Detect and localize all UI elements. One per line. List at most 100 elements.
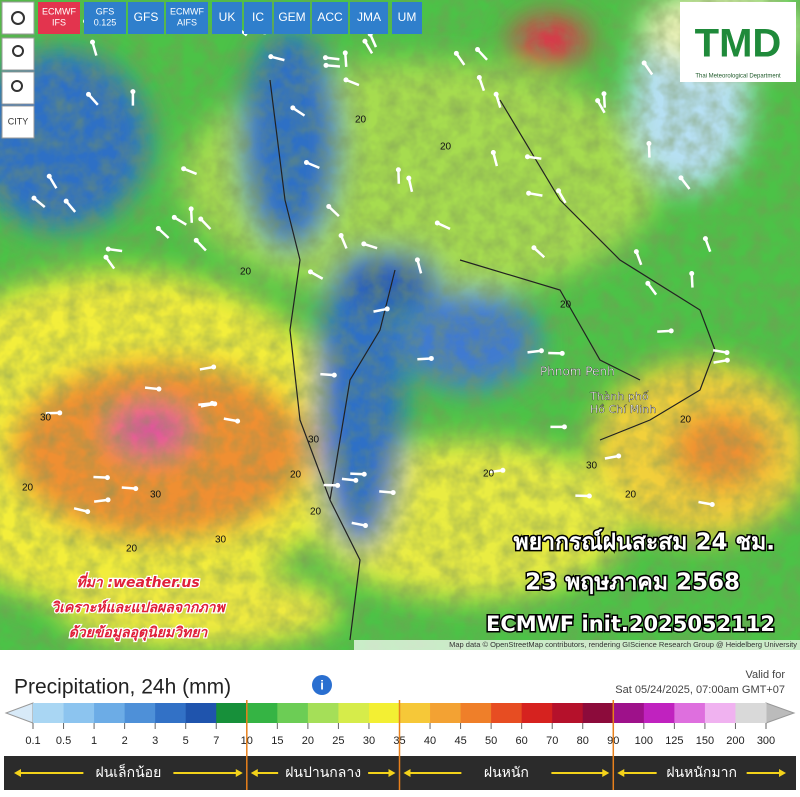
scale-cell bbox=[430, 703, 461, 723]
contour-label: 20 bbox=[483, 469, 495, 480]
wind-arrow-head bbox=[362, 39, 367, 44]
wind-arrow-head bbox=[268, 54, 273, 59]
wind-arrow-head bbox=[539, 348, 544, 353]
wind-arrow-head bbox=[194, 238, 199, 243]
model-label: GFS bbox=[96, 6, 115, 16]
wind-arrow-head bbox=[669, 328, 674, 333]
model-label: GFS bbox=[134, 10, 159, 24]
wind-arrow-head bbox=[304, 160, 309, 165]
place-label: Phnom Penh bbox=[540, 365, 615, 379]
scale-cell bbox=[94, 703, 125, 723]
wind-arrow-head bbox=[646, 141, 651, 146]
scale-cell bbox=[369, 703, 400, 723]
scale-cell bbox=[400, 703, 431, 723]
wind-arrow-head bbox=[133, 486, 138, 491]
scale-label: 20 bbox=[302, 735, 314, 747]
wind-arrow-head bbox=[475, 47, 480, 52]
model-label: IC bbox=[252, 10, 264, 24]
location-button[interactable] bbox=[2, 38, 34, 70]
wind-arrow-head bbox=[678, 175, 683, 180]
category-label: ฝนเล็กน้อย bbox=[95, 763, 161, 781]
scale-label: 15 bbox=[271, 735, 283, 747]
scale-label: 1 bbox=[91, 735, 97, 747]
contour-label: 30 bbox=[586, 461, 598, 472]
scale-cell bbox=[33, 703, 64, 723]
scale-label: 200 bbox=[726, 735, 744, 747]
wind-arrow-head bbox=[363, 523, 368, 528]
wind-arrow-head bbox=[361, 241, 366, 246]
wind-arrow-head bbox=[556, 188, 561, 193]
source: ด้วยข้อมูลอุตุนิยมวิทยา bbox=[69, 625, 209, 641]
contour-label: 20 bbox=[560, 300, 572, 311]
wind-arrow-head bbox=[130, 89, 135, 94]
scale-cell bbox=[674, 703, 705, 723]
contour-label: 20 bbox=[126, 544, 138, 555]
wind-arrow-head bbox=[454, 51, 459, 56]
model-label: AIFS bbox=[177, 17, 197, 27]
wind-arrow-head bbox=[198, 216, 203, 221]
scale-cell bbox=[277, 703, 308, 723]
scale-cell bbox=[491, 703, 522, 723]
scale-label: 50 bbox=[485, 735, 497, 747]
model-label: GEM bbox=[278, 10, 305, 24]
model-label: UK bbox=[219, 10, 236, 24]
wind-arrow-head bbox=[526, 191, 531, 196]
wind-arrow-head bbox=[326, 204, 331, 209]
forecast-title: พยากรณ์ฝนสะสม 24 ชม. bbox=[514, 529, 776, 556]
wind-arrow-head bbox=[525, 154, 530, 159]
scale-label: 70 bbox=[546, 735, 558, 747]
category-label: ฝนหนักมาก bbox=[666, 765, 737, 781]
scale-label: 150 bbox=[696, 735, 714, 747]
contour-label: 20 bbox=[240, 267, 252, 278]
wind-arrow-head bbox=[290, 105, 295, 110]
model-label: 0.125 bbox=[94, 17, 117, 27]
wind-arrow-head bbox=[106, 247, 111, 252]
wind-arrow-head bbox=[103, 255, 108, 260]
model-label: ACC bbox=[317, 10, 343, 24]
wind-arrow-head bbox=[172, 215, 177, 220]
scale-cell bbox=[705, 703, 736, 723]
contour-label: 20 bbox=[680, 415, 692, 426]
logo-subtitle: Thai Meteorological Department bbox=[695, 74, 781, 80]
forecast-date: 23 พฤษภาคม 2568 bbox=[525, 570, 740, 596]
wind-arrow-head bbox=[587, 493, 592, 498]
wind-arrow-head bbox=[362, 472, 367, 477]
place-label: Thành phố bbox=[589, 390, 649, 403]
logo-text: TMD bbox=[695, 22, 782, 66]
scale-cell bbox=[735, 703, 766, 723]
scale-label: 300 bbox=[757, 735, 775, 747]
scale-label: 7 bbox=[213, 735, 219, 747]
scale-cell bbox=[125, 703, 156, 723]
reload-button[interactable] bbox=[2, 2, 34, 34]
wind-arrow-head bbox=[725, 358, 730, 363]
city-label: CITY bbox=[8, 116, 29, 126]
info-icon: i bbox=[320, 677, 324, 692]
valid-label: Valid for bbox=[745, 669, 785, 681]
wind-arrow-head bbox=[31, 196, 36, 201]
model-label: ECMWF bbox=[170, 6, 204, 16]
scale-label: 30 bbox=[363, 735, 375, 747]
contour-label: 20 bbox=[22, 483, 34, 494]
contour-label: 20 bbox=[625, 490, 637, 501]
scale-label: 5 bbox=[183, 735, 189, 747]
scale-label: 0.1 bbox=[25, 735, 40, 747]
side-buttons: CITY bbox=[2, 2, 34, 138]
category-label: ฝนหนัก bbox=[484, 765, 529, 781]
scale-cell bbox=[155, 703, 186, 723]
wind-arrow-head bbox=[494, 92, 499, 97]
wind-arrow-head bbox=[396, 167, 401, 172]
wind-arrow-head bbox=[500, 468, 505, 473]
wind-arrow-head bbox=[332, 373, 337, 378]
source: วิเคราะห์และแปลผลจากภาพ bbox=[51, 599, 226, 616]
scale-cell bbox=[338, 703, 369, 723]
contour-label: 30 bbox=[40, 413, 52, 424]
wind-arrow-head bbox=[353, 478, 358, 483]
scale-label: 45 bbox=[454, 735, 466, 747]
scale-label: 125 bbox=[665, 735, 683, 747]
scale-cell bbox=[186, 703, 217, 723]
scale-end bbox=[766, 703, 794, 723]
scale-label: 2 bbox=[122, 735, 128, 747]
scale-cell bbox=[644, 703, 675, 723]
zoom-button[interactable] bbox=[2, 72, 34, 104]
